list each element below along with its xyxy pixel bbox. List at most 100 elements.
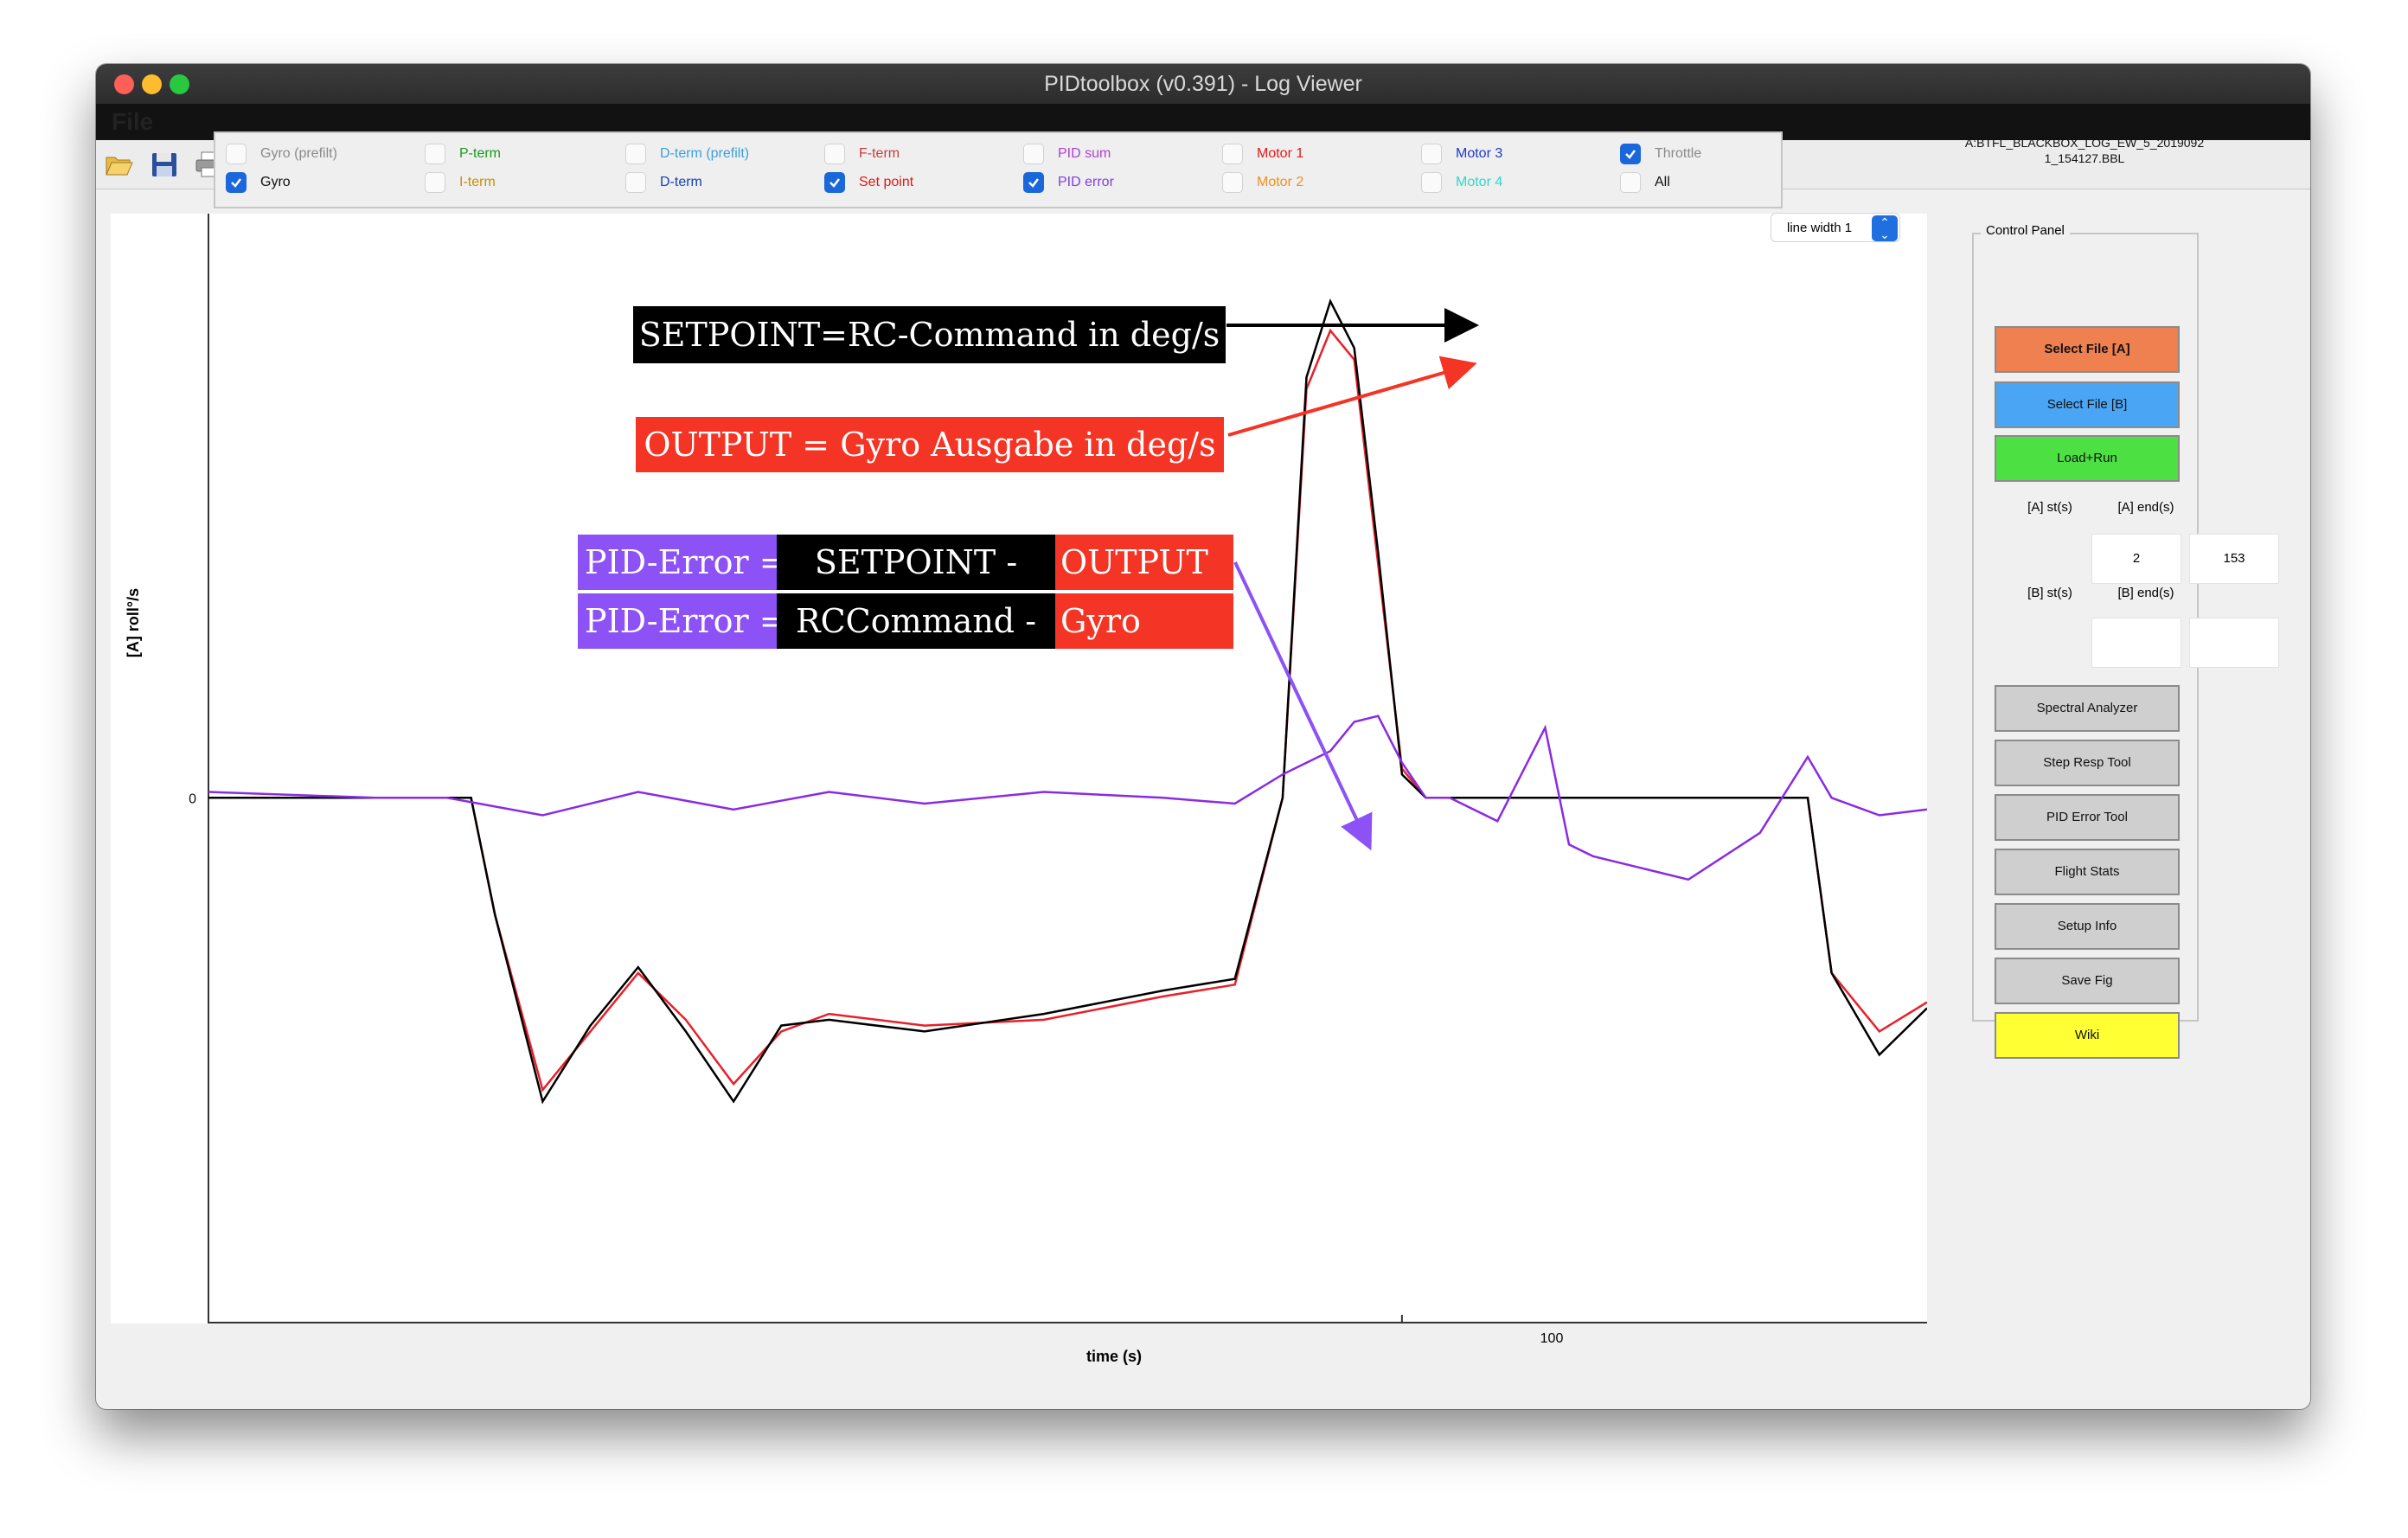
checkbox-label: Throttle [1655,146,1702,161]
checkbox-empty-icon[interactable] [625,172,646,193]
x-tick-label: 100 [1540,1331,1564,1346]
open-icon[interactable] [105,151,134,178]
checkbox-label: Motor 2 [1257,175,1304,189]
checkbox-pid-sum[interactable]: PID sum [1023,144,1111,164]
load-run-button[interactable]: Load+Run [1995,435,2180,482]
checkbox-label: Set point [859,175,914,189]
step-resp-tool-button[interactable]: Step Resp Tool [1995,740,2180,786]
maximize-window-button[interactable] [170,74,189,94]
checkbox-label: Gyro [260,175,291,189]
wiki-button[interactable]: Wiki [1995,1012,2180,1059]
series-gyro [208,298,1927,1105]
b-start-label: [B] st(s) [2027,586,2072,600]
checkmark-icon[interactable] [1023,172,1044,193]
x-axis-label: time (s) [1086,1348,1142,1365]
title-bar: PIDtoolbox (v0.391) - Log Viewer [96,64,2310,104]
checkbox-empty-icon[interactable] [625,144,646,164]
series-pid-error [208,715,1927,881]
checkmark-icon[interactable] [226,172,247,193]
checkbox-label: Motor 1 [1257,146,1304,161]
checkbox-empty-icon[interactable] [1421,144,1442,164]
checkbox-label: Gyro (prefilt) [260,146,337,161]
checkbox-empty-icon[interactable] [824,144,845,164]
checkbox-p-term[interactable]: P-term [425,144,501,164]
checkbox-empty-icon[interactable] [425,172,445,193]
menu-file[interactable]: File [112,108,154,135]
checkbox-label: All [1655,175,1670,189]
checkbox-label: P-term [459,146,501,161]
file-name-line-1: A:BTFL_BLACKBOX_LOG_EW_5_2019092 [1964,136,2205,150]
checkbox-empty-icon[interactable] [1222,144,1243,164]
checkbox-i-term[interactable]: I-term [425,172,496,193]
annotation-setpoint: SETPOINT=RC-Command in deg/s [633,306,1226,363]
checkbox-label: F-term [859,146,900,161]
annotation-row1-output: OUTPUT [1055,535,1233,590]
checkbox-gyro[interactable]: Gyro [226,172,291,193]
checkbox-empty-icon[interactable] [1421,172,1442,193]
checkbox-label: D-term (prefilt) [660,146,750,161]
roll-plot: 0 [189,214,1927,1323]
file-name-line-2: 1_154127.BBL [2044,151,2125,165]
checkmark-icon[interactable] [1620,144,1641,164]
checkbox-motor-1[interactable]: Motor 1 [1222,144,1303,164]
checkbox-motor-3[interactable]: Motor 3 [1421,144,1502,164]
checkbox-empty-icon[interactable] [1620,172,1641,193]
setup-info-button[interactable]: Setup Info [1995,903,2180,950]
line-width-dropdown[interactable]: line width 1 ⌃ ⌄ [1771,213,1900,242]
checkbox-f-term[interactable]: F-term [824,144,900,164]
annotation-row2-label: PID-Error = [578,593,787,649]
checkbox-set-point[interactable]: Set point [824,172,913,193]
control-panel-title: Control Panel [1981,223,2070,238]
checkbox-pid-error[interactable]: PID error [1023,172,1114,193]
plot-area: 0 [111,214,1927,1323]
save-fig-button[interactable]: Save Fig [1995,958,2180,1004]
checkbox-label: PID sum [1058,146,1111,161]
trace-selector-panel: Gyro (prefilt) Gyro P-term I-term D-term (pr… [214,131,1783,208]
checkbox-d-term[interactable]: D-term [625,172,702,193]
file-name-label: A:BTFL_BLACKBOX_LOG_EW_5_2019092 1_15412… [1963,135,2206,166]
minimize-window-button[interactable] [142,74,162,94]
spectral-analyzer-button[interactable]: Spectral Analyzer [1995,685,2180,732]
checkbox-empty-icon[interactable] [1222,172,1243,193]
close-window-button[interactable] [114,74,134,94]
b-start-input[interactable] [2091,618,2181,668]
checkbox-gyro-prefilt[interactable]: Gyro (prefilt) [226,144,337,164]
b-end-input[interactable] [2189,618,2279,668]
checkbox-label: PID error [1058,175,1114,189]
checkbox-throttle[interactable]: Throttle [1620,144,1701,164]
a-end-input[interactable]: 153 [2189,534,2279,584]
a-start-label: [A] st(s) [2027,500,2072,515]
checkbox-motor-4[interactable]: Motor 4 [1421,172,1502,193]
checkbox-label: D-term [660,175,702,189]
line-width-value: line width 1 [1787,221,1853,235]
checkbox-all[interactable]: All [1620,172,1670,193]
a-end-label: [A] end(s) [2117,500,2174,515]
flight-stats-button[interactable]: Flight Stats [1995,849,2180,895]
select-file-b-button[interactable]: Select File [B] [1995,381,2180,428]
arrow-output [1227,356,1477,437]
pid-error-tool-button[interactable]: PID Error Tool [1995,794,2180,841]
checkbox-label: Motor 3 [1456,146,1503,161]
checkbox-empty-icon[interactable] [226,144,247,164]
checkbox-empty-icon[interactable] [425,144,445,164]
chevron-updown-icon: ⌃ ⌄ [1872,215,1898,241]
annotation-row2-gyro: Gyro [1055,593,1233,649]
checkbox-label: I-term [459,175,496,189]
checkbox-label: Motor 4 [1456,175,1503,189]
select-file-a-button[interactable]: Select File [A] [1995,326,2180,373]
save-icon[interactable] [150,151,179,178]
y-axis-label: [A] roll°/s [125,588,142,657]
checkbox-d-term-prefilt[interactable]: D-term (prefilt) [625,144,749,164]
y-tick-label: 0 [189,791,196,806]
a-start-input[interactable]: 2 [2091,534,2181,584]
window-title: PIDtoolbox (v0.391) - Log Viewer [1044,72,1362,96]
checkmark-icon[interactable] [824,172,845,193]
annotation-row2-rccommand: RCCommand - [777,593,1055,649]
b-end-label: [B] end(s) [2117,586,2174,600]
annotation-row1-label: PID-Error = [578,535,787,590]
annotation-row1-setpoint: SETPOINT - [777,535,1055,590]
checkbox-empty-icon[interactable] [1023,144,1044,164]
checkbox-motor-2[interactable]: Motor 2 [1222,172,1303,193]
arrow-pid-error [1233,561,1373,851]
